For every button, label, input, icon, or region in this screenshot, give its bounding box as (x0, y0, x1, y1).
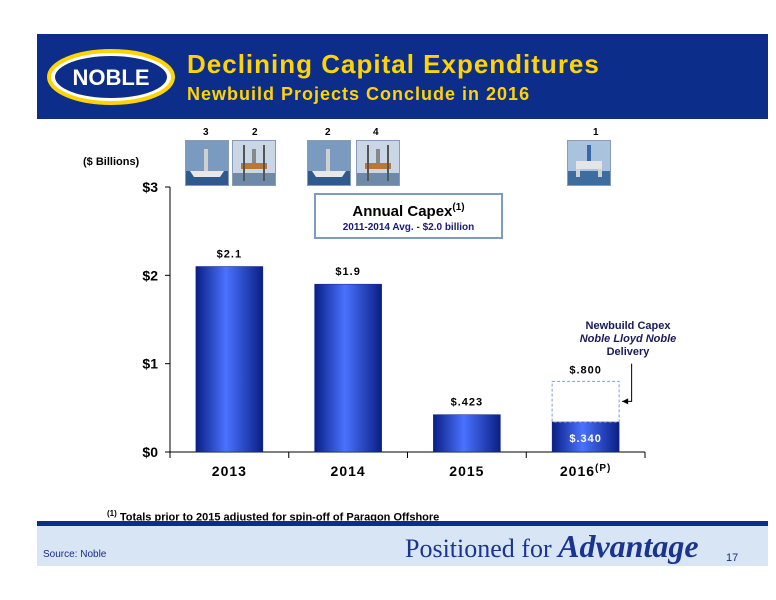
newbuild-capex-outline (551, 380, 620, 423)
y-tick-label: $0 (142, 444, 158, 460)
x-tick-label: 2014 (331, 463, 366, 479)
header-banner: NOBLE Declining Capital Expenditures New… (37, 34, 768, 119)
y-tick-label: $1 (142, 356, 158, 372)
x-tick-label: 2015 (449, 463, 484, 479)
bar-value-label: $.340 (569, 433, 602, 445)
thumb-count-3: 2 (325, 127, 331, 138)
bar-2016 (551, 421, 620, 453)
bar-value-label: $.423 (451, 397, 484, 409)
bar-2015 (433, 414, 501, 453)
footnote: (1) Totals prior to 2015 adjusted for sp… (107, 509, 440, 524)
logo-text: NOBLE (73, 65, 150, 90)
jackup-rig-image (356, 140, 400, 186)
semisub-rig-image (567, 140, 611, 186)
thumb-count-2: 2 (252, 127, 258, 138)
chart-bars (195, 266, 633, 453)
outline-value-label: $.800 (569, 364, 602, 376)
page-subtitle: Newbuild Projects Conclude in 2016 (187, 84, 531, 104)
x-tick-label: 2016(P) (560, 463, 612, 479)
bar-2014 (314, 283, 382, 453)
drillship-image (307, 140, 351, 186)
page-title: Declining Capital Expenditures (187, 49, 600, 79)
capex-callout-title: Annual Capex(1) (352, 202, 465, 220)
drillship-image (185, 140, 229, 186)
page-number: 17 (726, 552, 739, 564)
source-label: Source: Noble (43, 549, 107, 560)
tagline: Positioned for Advantage (405, 528, 699, 564)
footer-divider (37, 521, 768, 526)
newbuild-capex-note: Newbuild Capex Noble Lloyd Noble Deliver… (579, 320, 677, 358)
pointer-arrow-line (622, 363, 633, 402)
bar-value-label: $2.1 (217, 249, 242, 261)
units-label: ($ Billions) (83, 156, 140, 168)
y-tick-label: $2 (142, 267, 158, 283)
jackup-rig-image (232, 140, 276, 186)
thumb-count-1: 3 (203, 127, 209, 138)
thumb-count-5: 1 (593, 127, 599, 138)
bar-2013 (195, 266, 264, 453)
thumb-count-4: 4 (373, 127, 379, 138)
bar-value-label: $1.9 (335, 266, 360, 278)
footer-bar: Source: Noble Positioned for Advantage 1… (37, 526, 768, 566)
y-tick-label: $3 (142, 179, 158, 195)
chart-labels: 2013 $2.1 2014 $1.9 2015 $.423 2016(P) $.340 $.8… (212, 249, 612, 480)
annual-capex-callout: Annual Capex(1) 2011-2014 Avg. - $2.0 bi… (314, 193, 503, 239)
capex-callout-subtitle: 2011-2014 Avg. - $2.0 billion (342, 222, 475, 233)
x-tick-label: 2013 (212, 463, 247, 479)
pointer-arrow-head (622, 398, 629, 405)
noble-logo: NOBLE (47, 49, 175, 105)
